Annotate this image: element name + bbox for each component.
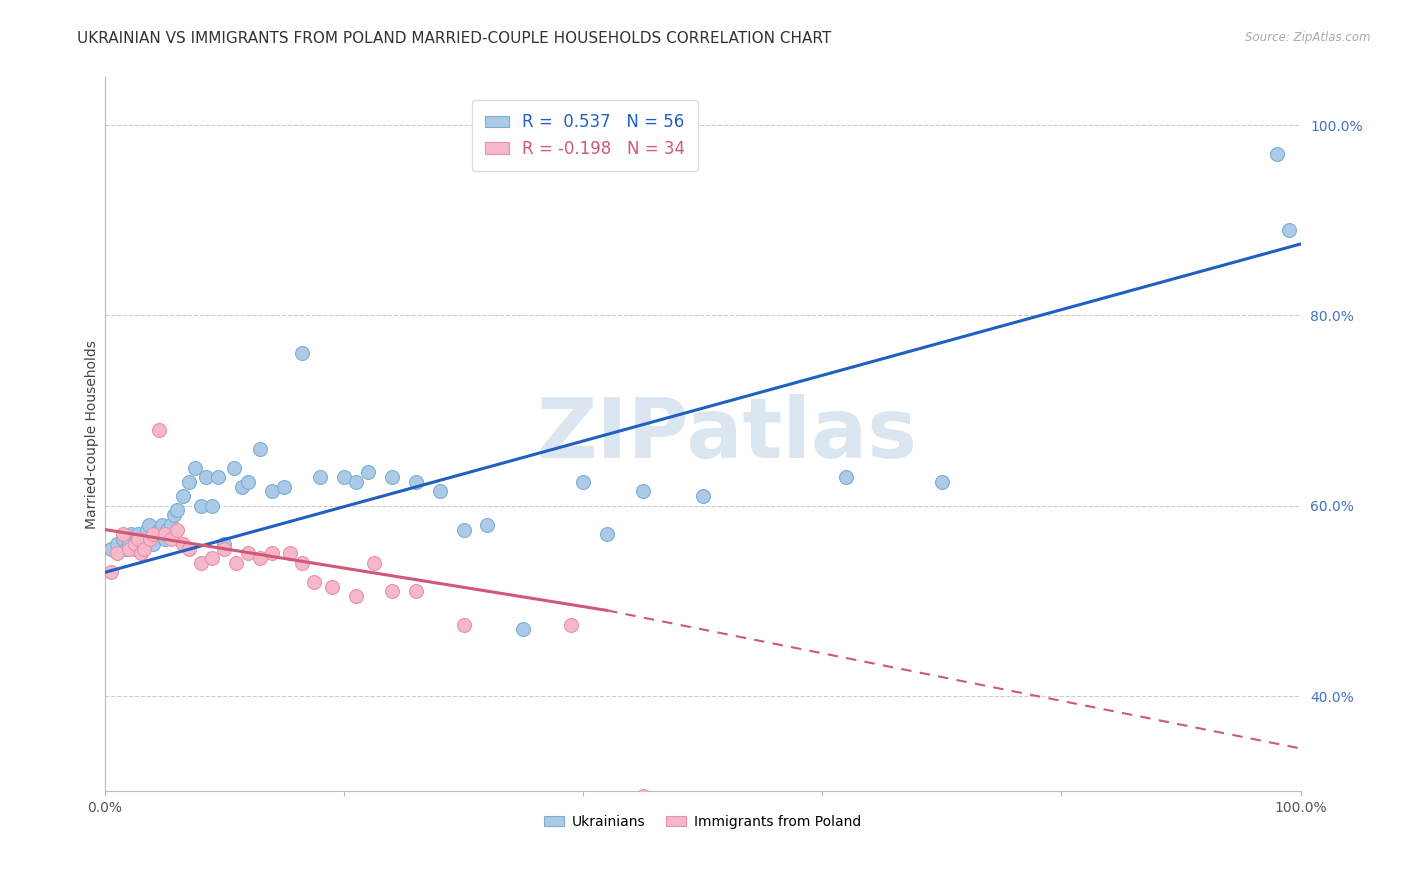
Point [344, 589, 367, 603]
Point [118, 541, 141, 556]
Point [124, 537, 146, 551]
Point [201, 551, 224, 566]
Point [120, 527, 142, 541]
Point [172, 537, 194, 551]
Point [172, 489, 194, 503]
Point [195, 470, 218, 484]
Point [177, 475, 200, 489]
Point [129, 541, 152, 556]
Point [132, 537, 155, 551]
Point [201, 499, 224, 513]
Point [231, 480, 253, 494]
Legend: Ukrainians, Immigrants from Poland: Ukrainians, Immigrants from Poland [538, 809, 868, 834]
Point [357, 466, 380, 480]
Point [159, 532, 181, 546]
Point [344, 475, 367, 489]
Point [222, 460, 245, 475]
Point [100, 541, 122, 556]
Point [127, 527, 149, 541]
Point [381, 470, 404, 484]
Point [127, 532, 149, 546]
Point [115, 541, 138, 556]
Point [129, 546, 152, 560]
Point [142, 527, 165, 541]
Point [453, 523, 475, 537]
Point [291, 556, 314, 570]
Point [238, 475, 260, 489]
Point [321, 580, 343, 594]
Point [153, 527, 176, 541]
Point [135, 523, 157, 537]
Point [183, 460, 205, 475]
Point [148, 423, 170, 437]
Point [118, 537, 141, 551]
Point [156, 523, 179, 537]
Point [572, 475, 595, 489]
Point [159, 517, 181, 532]
Point [835, 470, 858, 484]
Point [143, 527, 166, 541]
Point [207, 470, 229, 484]
Point [166, 523, 188, 537]
Point [381, 584, 404, 599]
Point [429, 484, 451, 499]
Point [631, 789, 654, 803]
Point [291, 346, 314, 360]
Point [111, 532, 134, 546]
Point [512, 623, 534, 637]
Text: ZIPatlas: ZIPatlas [536, 394, 917, 475]
Point [138, 517, 160, 532]
Point [166, 503, 188, 517]
Point [262, 546, 284, 560]
Point [100, 566, 122, 580]
Point [278, 546, 301, 560]
Point [333, 470, 356, 484]
Point [105, 537, 128, 551]
Text: Source: ZipAtlas.com: Source: ZipAtlas.com [1246, 31, 1371, 45]
Point [134, 541, 156, 556]
Point [477, 517, 499, 532]
Point [214, 541, 236, 556]
Point [190, 556, 212, 570]
Point [596, 527, 619, 541]
Point [177, 541, 200, 556]
Point [142, 537, 165, 551]
Point [139, 532, 162, 546]
Point [631, 484, 654, 499]
Text: UKRAINIAN VS IMMIGRANTS FROM POLAND MARRIED-COUPLE HOUSEHOLDS CORRELATION CHART: UKRAINIAN VS IMMIGRANTS FROM POLAND MARR… [77, 31, 831, 46]
Y-axis label: Married-couple Households: Married-couple Households [86, 340, 100, 529]
Point [150, 517, 173, 532]
Point [163, 508, 186, 523]
Point [214, 537, 236, 551]
Point [1277, 223, 1299, 237]
Point [692, 489, 714, 503]
Point [262, 484, 284, 499]
Point [363, 556, 385, 570]
Point [238, 546, 260, 560]
Point [249, 551, 271, 566]
Point [105, 546, 128, 560]
Point [148, 523, 170, 537]
Point [124, 541, 146, 556]
Point [111, 527, 134, 541]
Point [134, 532, 156, 546]
Point [190, 499, 212, 513]
Point [1265, 146, 1288, 161]
Point [453, 617, 475, 632]
Point [249, 442, 271, 456]
Point [127, 532, 149, 546]
Point [931, 475, 953, 489]
Point [302, 574, 325, 589]
Point [225, 556, 247, 570]
Point [273, 480, 295, 494]
Point [560, 617, 582, 632]
Point [405, 475, 427, 489]
Point [405, 584, 427, 599]
Point [309, 470, 332, 484]
Point [153, 532, 176, 546]
